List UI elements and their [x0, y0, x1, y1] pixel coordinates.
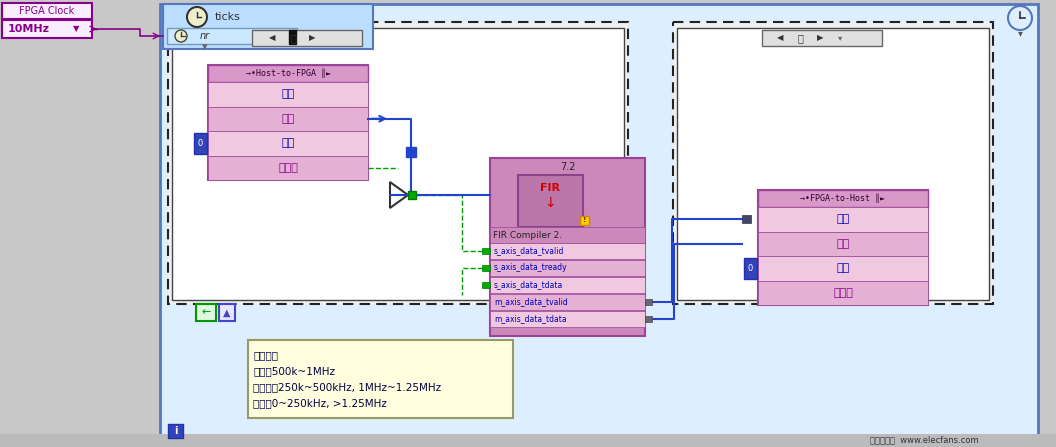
Bar	[490, 227, 645, 243]
Circle shape	[187, 7, 207, 27]
Bar	[758, 281, 928, 305]
Text: ▼: ▼	[73, 25, 79, 34]
Bar	[762, 30, 882, 46]
Bar	[208, 106, 367, 131]
Bar	[758, 256, 928, 281]
Text: 读取: 读取	[281, 89, 295, 99]
Bar	[208, 65, 367, 82]
Text: →•FPGA-to-Host ║►: →•FPGA-to-Host ║►	[800, 194, 886, 203]
Text: 0: 0	[197, 139, 203, 148]
Polygon shape	[390, 182, 408, 208]
Text: 阻带：0~250kHz, >1.25MHz: 阻带：0~250kHz, >1.25MHz	[253, 398, 386, 408]
Text: ▾: ▾	[202, 42, 208, 52]
Text: 超时: 超时	[281, 138, 295, 148]
Bar	[490, 311, 645, 327]
Bar	[208, 156, 367, 180]
Text: 真: 真	[797, 33, 803, 43]
Text: ▾: ▾	[1018, 28, 1022, 38]
Text: 7.2: 7.2	[560, 162, 576, 172]
Bar	[758, 207, 928, 232]
Bar	[490, 243, 645, 259]
Bar	[219, 304, 235, 321]
Text: m_axis_data_tvalid: m_axis_data_tvalid	[494, 298, 568, 307]
Bar	[2, 20, 92, 38]
Text: 过度带：250k~500kHz, 1MHz~1.25MHz: 过度带：250k~500kHz, 1MHz~1.25MHz	[253, 382, 441, 392]
Bar	[645, 299, 652, 305]
Text: FPGA Clock: FPGA Clock	[19, 6, 75, 16]
Bar	[408, 191, 416, 199]
Bar	[208, 131, 367, 156]
Bar	[161, 4, 1038, 439]
Text: 写入: 写入	[836, 214, 850, 224]
Bar	[490, 277, 645, 293]
Circle shape	[175, 30, 187, 42]
Bar	[482, 265, 490, 271]
Bar	[744, 258, 757, 278]
Text: →•Host-to-FPGA ║►: →•Host-to-FPGA ║►	[245, 69, 331, 78]
Text: s_axis_data_tvalid: s_axis_data_tvalid	[494, 246, 564, 256]
Bar	[580, 216, 589, 225]
Bar	[0, 434, 1056, 447]
Bar	[518, 175, 583, 227]
Text: ▶: ▶	[308, 34, 316, 42]
Bar	[248, 340, 513, 418]
Bar	[490, 158, 645, 336]
Bar	[289, 30, 296, 44]
Bar	[208, 65, 367, 180]
Text: 通带：500k~1MHz: 通带：500k~1MHz	[253, 366, 335, 376]
Text: ▾: ▾	[837, 34, 842, 42]
Text: s_axis_data_tdata: s_axis_data_tdata	[494, 281, 563, 290]
Text: 0: 0	[748, 264, 753, 273]
Bar	[208, 82, 367, 106]
Bar	[490, 260, 645, 276]
Text: ↓: ↓	[544, 196, 555, 210]
Text: 10MHz: 10MHz	[8, 24, 50, 34]
Bar	[168, 424, 183, 438]
Text: FIR: FIR	[540, 183, 560, 193]
Bar	[677, 28, 989, 300]
Text: 超时: 超时	[836, 263, 850, 273]
Circle shape	[1008, 6, 1032, 30]
Text: ticks: ticks	[215, 12, 241, 22]
Bar	[490, 294, 645, 310]
Bar	[758, 232, 928, 256]
Bar	[406, 147, 416, 157]
Bar	[2, 3, 92, 19]
Bar	[742, 215, 751, 223]
Text: 电子发烧友  www.elecfans.com: 电子发烧友 www.elecfans.com	[870, 435, 979, 444]
Bar	[645, 316, 652, 322]
Bar	[167, 28, 297, 44]
Bar	[172, 28, 624, 300]
Bar	[168, 22, 628, 304]
Bar	[252, 30, 362, 46]
Bar	[673, 22, 993, 304]
Bar	[482, 282, 490, 288]
Bar	[482, 248, 490, 254]
Text: 超时？: 超时？	[833, 288, 853, 298]
Text: 真: 真	[290, 33, 296, 43]
Text: ◀: ◀	[268, 34, 276, 42]
Text: 滤波器：: 滤波器：	[253, 350, 278, 360]
Bar	[196, 304, 216, 321]
Text: ▲: ▲	[223, 308, 231, 317]
Text: 超时？: 超时？	[278, 163, 298, 173]
Bar	[758, 190, 928, 305]
Bar	[194, 133, 207, 153]
Text: s_axis_data_tready: s_axis_data_tready	[494, 263, 568, 273]
Text: nr: nr	[200, 31, 210, 41]
Text: ←: ←	[202, 308, 211, 317]
Text: ◀: ◀	[777, 34, 784, 42]
Text: ▶: ▶	[816, 34, 824, 42]
Text: 元素: 元素	[836, 239, 850, 249]
Text: !: !	[583, 218, 586, 224]
Text: m_axis_data_tdata: m_axis_data_tdata	[494, 315, 567, 324]
Bar	[758, 190, 928, 207]
Bar	[163, 4, 373, 49]
Text: FIR Compiler 2.: FIR Compiler 2.	[493, 231, 562, 240]
Text: i: i	[174, 426, 177, 436]
Text: 元素: 元素	[281, 114, 295, 124]
